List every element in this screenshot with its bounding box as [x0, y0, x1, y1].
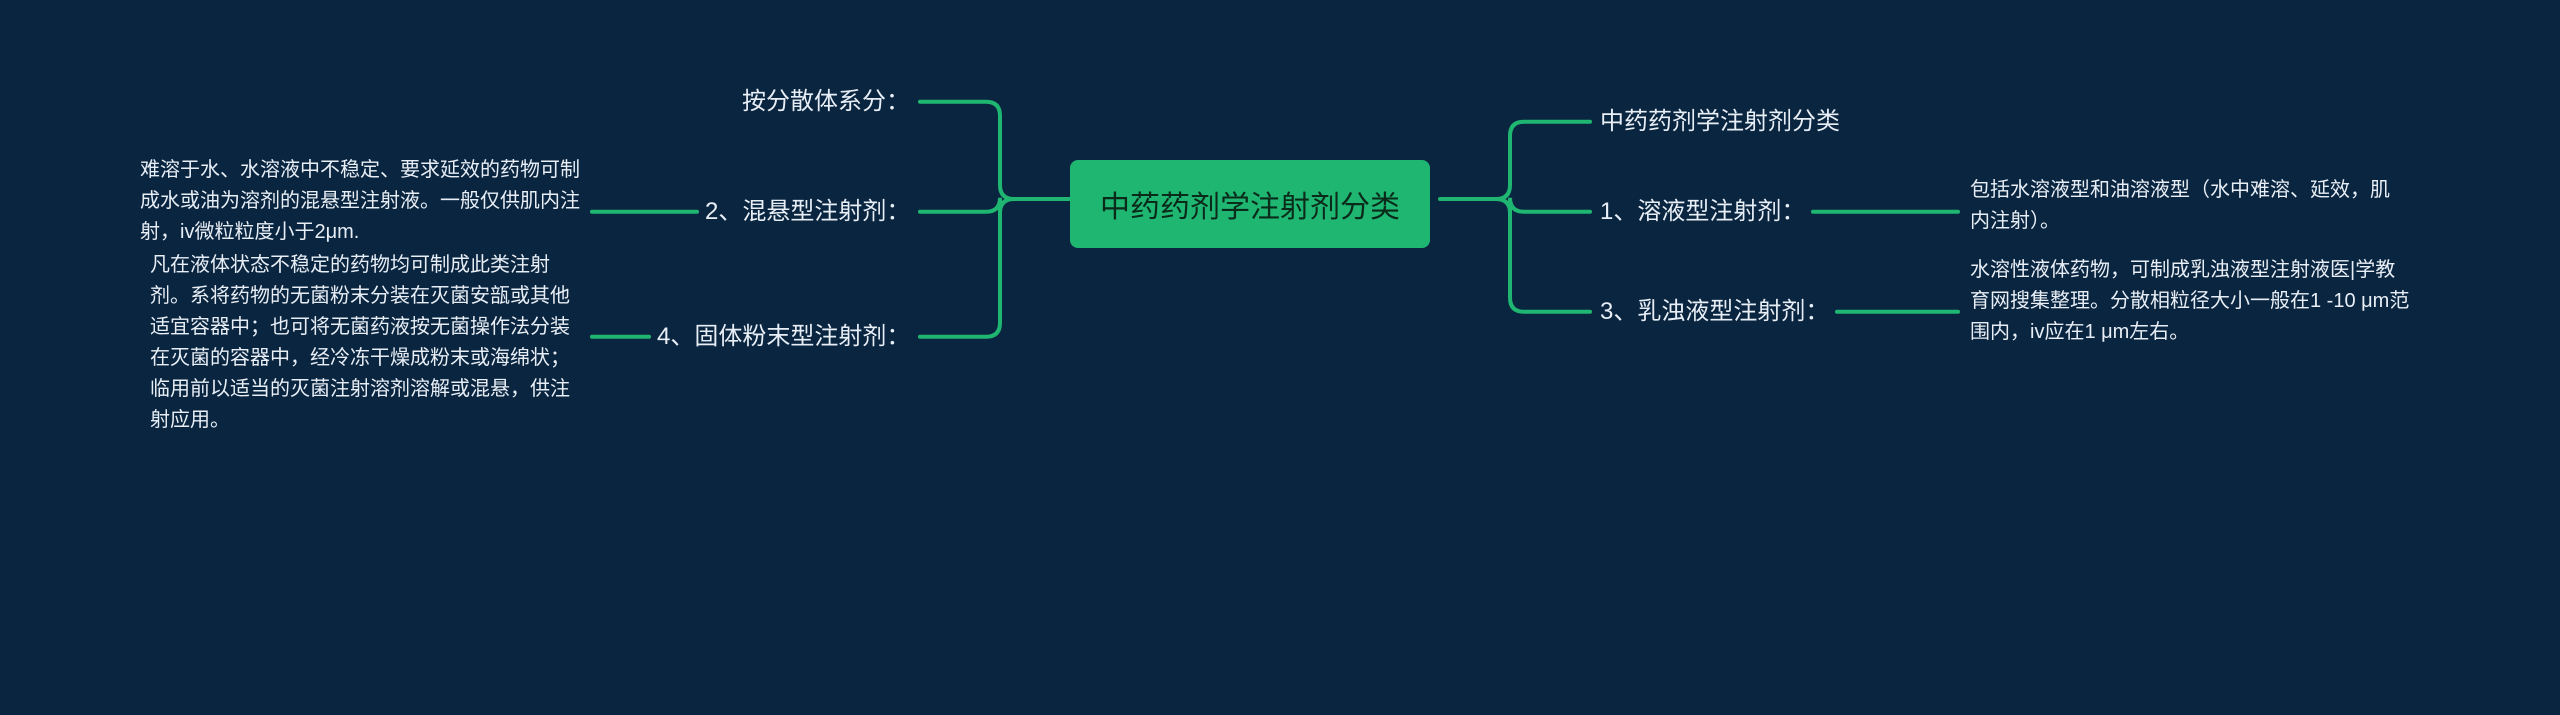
right-branch-1: 1、溶液型注射剂：: [1600, 195, 1805, 229]
right-desc-2: 水溶性液体药物，可制成乳浊液型注射液医|学教育网搜集整理。分散相粒径大小一般在1…: [1970, 255, 2410, 348]
left-branch-1: 2、混悬型注射剂：: [705, 195, 910, 229]
right-branch-2: 3、乳浊液型注射剂：: [1600, 295, 1829, 329]
left-branch-0: 按分散体系分：: [742, 85, 910, 119]
left-desc-1: 难溶于水、水溶液中不稳定、要求延效的药物可制成水或油为溶剂的混悬型注射液。一般仅…: [140, 155, 580, 248]
left-desc-2: 凡在液体状态不稳定的药物均可制成此类注射剂。系将药物的无菌粉末分装在灭菌安瓿或其…: [150, 250, 580, 436]
right-desc-1: 包括水溶液型和油溶液型（水中难溶、延效，肌内注射）。: [1970, 175, 2390, 237]
left-branch-2: 4、固体粉末型注射剂：: [657, 320, 910, 354]
right-branch-0: 中药药剂学注射剂分类: [1600, 105, 1840, 139]
mindmap-canvas: 中药药剂学注射剂分类 中药药剂学注射剂分类 1、溶液型注射剂： 3、乳浊液型注射…: [0, 0, 2560, 715]
root-node: 中药药剂学注射剂分类: [1070, 160, 1430, 248]
